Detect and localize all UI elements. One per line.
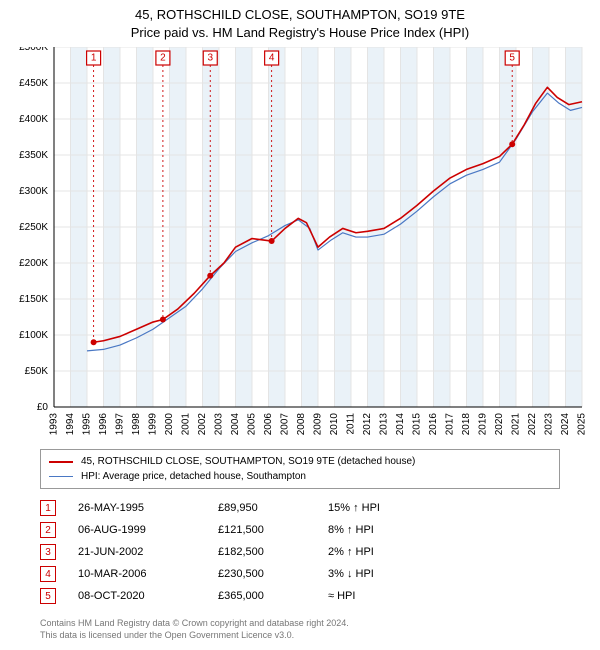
svg-text:2006: 2006 [263,413,274,436]
svg-text:1993: 1993 [49,413,60,436]
svg-text:1996: 1996 [98,413,109,436]
sale-index-box: 3 [40,544,56,560]
svg-text:1999: 1999 [148,413,159,436]
legend-swatch [49,476,73,477]
sale-hpi-delta: 2% ↑ HPI [328,546,448,558]
legend-label: 45, ROTHSCHILD CLOSE, SOUTHAMPTON, SO19 … [81,454,415,469]
svg-text:2007: 2007 [280,413,291,436]
svg-text:3: 3 [207,53,213,64]
svg-text:2016: 2016 [428,413,439,436]
title-line-1: 45, ROTHSCHILD CLOSE, SOUTHAMPTON, SO19 … [0,6,600,24]
sale-index-box: 1 [40,500,56,516]
sale-hpi-delta: 15% ↑ HPI [328,502,448,514]
svg-text:£200K: £200K [19,258,48,269]
svg-text:2: 2 [160,53,166,64]
svg-text:2018: 2018 [461,413,472,436]
footer-line-1: Contains HM Land Registry data © Crown c… [40,617,560,629]
sale-index-box: 5 [40,588,56,604]
sale-index-box: 2 [40,522,56,538]
svg-text:2020: 2020 [494,413,505,436]
sale-row: 4 10-MAR-2006£230,5003% ↓ HPI [40,563,560,585]
sale-price: £230,500 [218,568,328,580]
svg-text:2009: 2009 [313,413,324,436]
footer-attribution: Contains HM Land Registry data © Crown c… [40,617,560,641]
svg-text:£500K: £500K [19,47,48,53]
svg-text:2015: 2015 [412,413,423,436]
legend-swatch [49,461,73,463]
sale-price: £89,950 [218,502,328,514]
sale-row: 1 26-MAY-1995£89,95015% ↑ HPI [40,497,560,519]
sale-date: 06-AUG-1999 [78,524,218,536]
svg-text:2012: 2012 [362,413,373,436]
title-line-2: Price paid vs. HM Land Registry's House … [0,24,600,42]
svg-text:2008: 2008 [296,413,307,436]
legend-label: HPI: Average price, detached house, Sout… [81,469,306,484]
svg-text:2014: 2014 [395,413,406,436]
svg-text:2013: 2013 [379,413,390,436]
svg-text:£100K: £100K [19,330,48,341]
svg-text:1: 1 [91,53,97,64]
svg-text:£0: £0 [37,402,49,413]
svg-text:2024: 2024 [560,413,571,436]
svg-text:2000: 2000 [164,413,175,436]
svg-text:2019: 2019 [478,413,489,436]
svg-text:2004: 2004 [230,413,241,436]
svg-text:2002: 2002 [197,413,208,436]
svg-text:2022: 2022 [527,413,538,436]
svg-text:5: 5 [509,53,515,64]
svg-text:2010: 2010 [329,413,340,436]
sale-index-box: 4 [40,566,56,582]
svg-text:4: 4 [269,53,275,64]
legend-item: HPI: Average price, detached house, Sout… [49,469,551,484]
sale-row: 5 08-OCT-2020£365,000≈ HPI [40,585,560,607]
sale-price: £365,000 [218,590,328,602]
svg-text:2023: 2023 [544,413,555,436]
sale-price: £121,500 [218,524,328,536]
svg-text:1998: 1998 [131,413,142,436]
svg-text:2001: 2001 [181,413,192,436]
svg-text:2003: 2003 [214,413,225,436]
sale-date: 26-MAY-1995 [78,502,218,514]
svg-text:1994: 1994 [65,413,76,436]
sale-row: 3 21-JUN-2002£182,5002% ↑ HPI [40,541,560,563]
page-title: 45, ROTHSCHILD CLOSE, SOUTHAMPTON, SO19 … [0,6,600,41]
legend-box: 45, ROTHSCHILD CLOSE, SOUTHAMPTON, SO19 … [40,449,560,489]
sale-hpi-delta: ≈ HPI [328,590,448,602]
svg-text:1995: 1995 [82,413,93,436]
sale-date: 08-OCT-2020 [78,590,218,602]
svg-text:2021: 2021 [511,413,522,436]
sales-table: 1 26-MAY-1995£89,95015% ↑ HPI 2 06-AUG-1999… [40,497,560,607]
svg-text:£50K: £50K [25,366,49,377]
legend-item: 45, ROTHSCHILD CLOSE, SOUTHAMPTON, SO19 … [49,454,551,469]
svg-text:£150K: £150K [19,294,48,305]
sale-hpi-delta: 8% ↑ HPI [328,524,448,536]
svg-text:2011: 2011 [346,413,357,435]
price-chart: £0 £50K £100K £150K £200K £250K £300K £350K £400… [0,47,600,439]
svg-text:£300K: £300K [19,186,48,197]
svg-text:£400K: £400K [19,114,48,125]
sale-price: £182,500 [218,546,328,558]
svg-text:2017: 2017 [445,413,456,436]
chart-svg: £0 £50K £100K £150K £200K £250K £300K £350K £400… [0,47,600,439]
sale-row: 2 06-AUG-1999£121,5008% ↑ HPI [40,519,560,541]
svg-text:£450K: £450K [19,78,48,89]
svg-text:1997: 1997 [115,413,126,436]
svg-text:2025: 2025 [577,413,588,436]
svg-text:£250K: £250K [19,222,48,233]
svg-text:2005: 2005 [247,413,258,436]
sale-hpi-delta: 3% ↓ HPI [328,568,448,580]
footer-line-2: This data is licensed under the Open Gov… [40,629,560,641]
sale-date: 21-JUN-2002 [78,546,218,558]
svg-text:£350K: £350K [19,150,48,161]
sale-date: 10-MAR-2006 [78,568,218,580]
